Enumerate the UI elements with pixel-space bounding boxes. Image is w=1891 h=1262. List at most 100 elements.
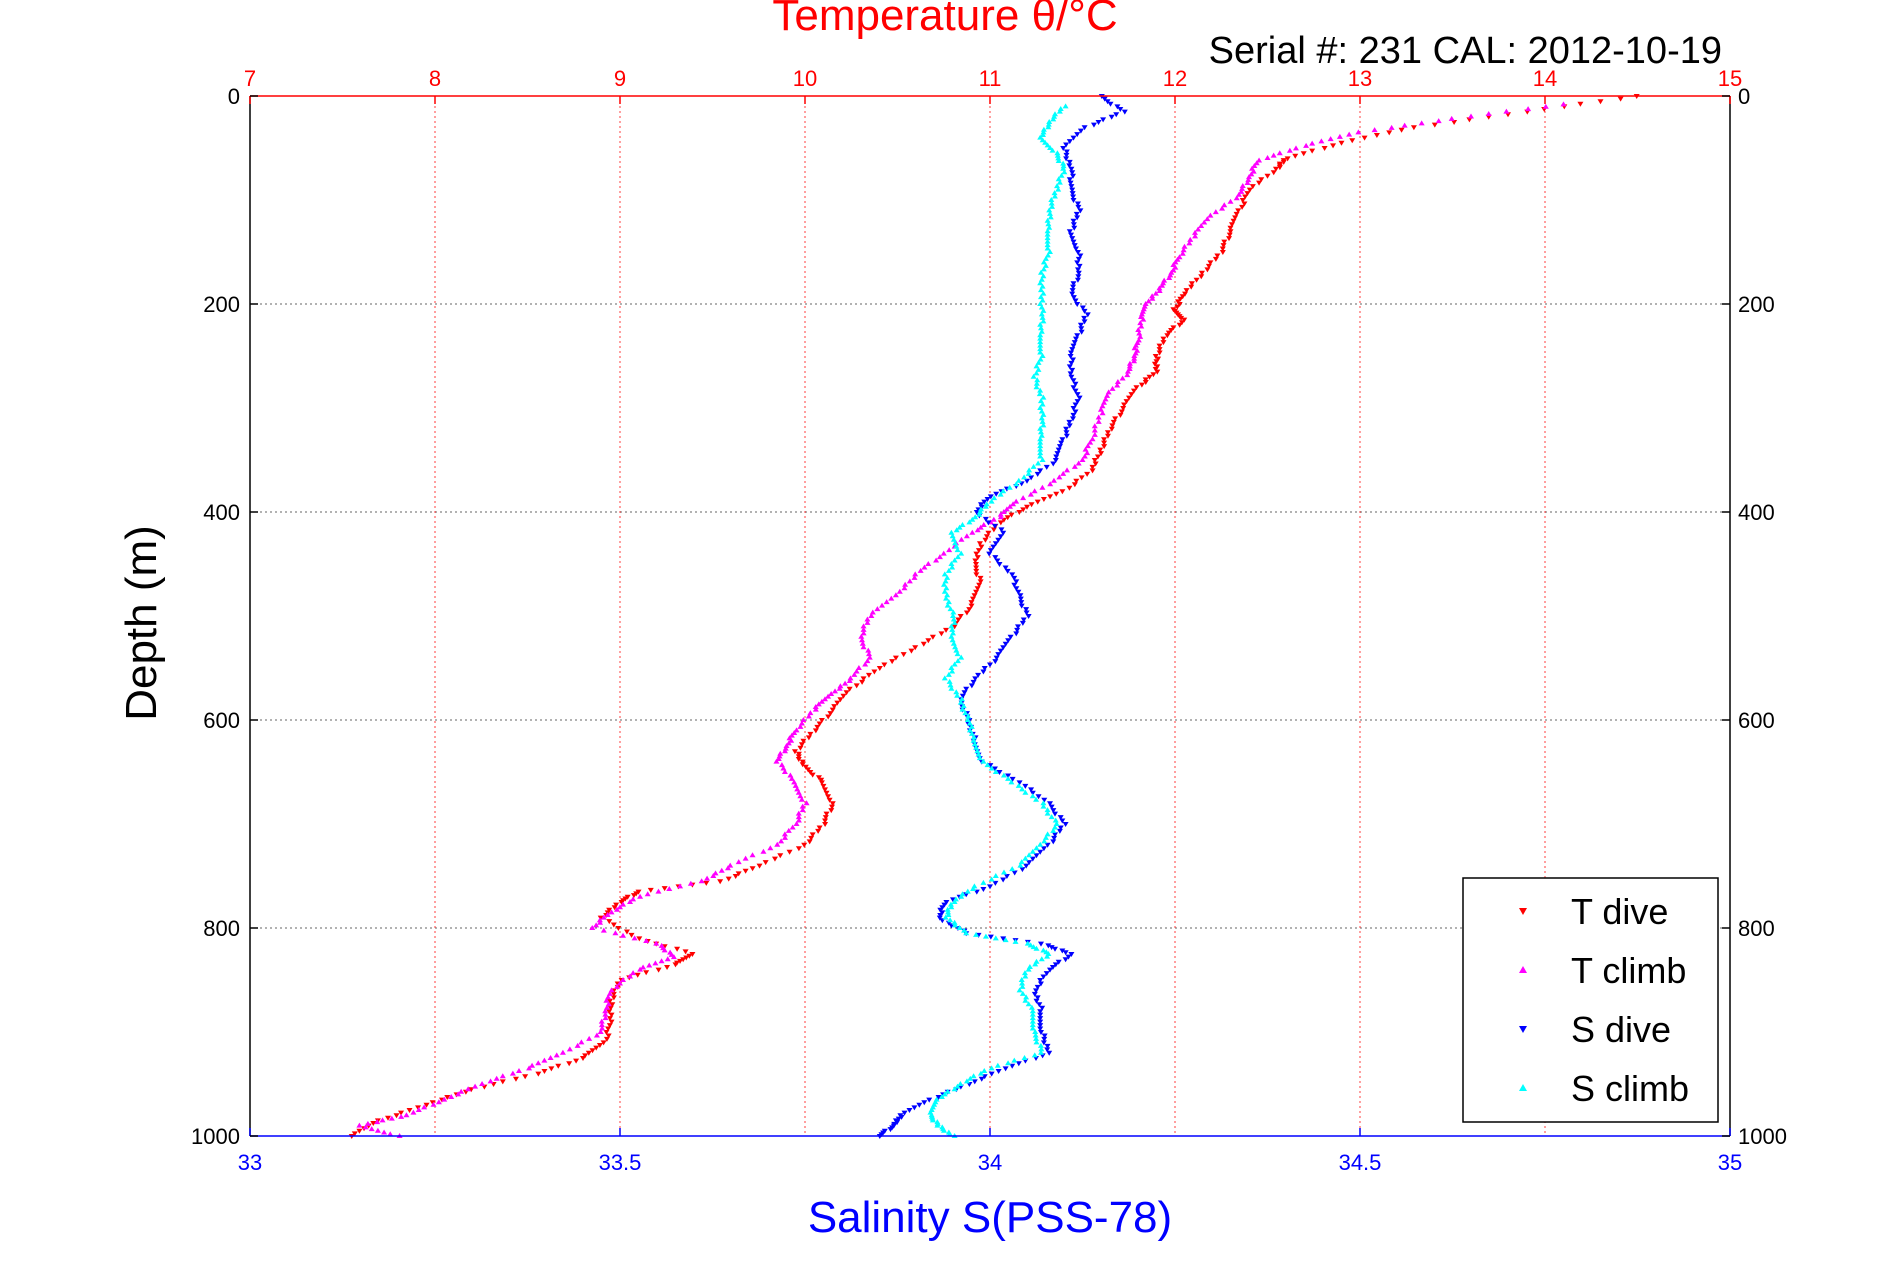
data-point <box>760 848 767 854</box>
data-point <box>1198 270 1205 276</box>
data-point <box>823 790 830 796</box>
data-point <box>991 523 998 529</box>
data-point <box>981 499 988 505</box>
data-point <box>1071 340 1078 346</box>
data-point <box>582 1053 589 1059</box>
data-point <box>1104 430 1111 436</box>
data-point <box>410 1109 417 1115</box>
data-point <box>1023 607 1030 613</box>
data-point <box>1264 155 1271 161</box>
data-point <box>615 926 622 931</box>
data-point <box>1029 1011 1036 1017</box>
data-point <box>548 1066 555 1072</box>
data-point <box>1198 223 1205 228</box>
data-point <box>951 619 958 625</box>
data-point <box>1029 1022 1036 1028</box>
data-point <box>1034 984 1041 990</box>
data-point <box>680 957 687 963</box>
data-point <box>960 703 967 709</box>
data-point <box>968 730 975 736</box>
data-point <box>1077 253 1084 259</box>
data-point <box>1075 256 1082 262</box>
data-point <box>976 511 983 517</box>
data-point <box>1074 277 1081 283</box>
data-point <box>1002 1066 1009 1072</box>
data-point <box>1026 467 1033 473</box>
data-point <box>987 548 994 554</box>
data-point <box>1108 114 1115 120</box>
data-point <box>429 1100 436 1106</box>
data-point <box>982 537 989 543</box>
data-point <box>846 686 853 692</box>
data-point <box>603 1004 610 1010</box>
data-point <box>1140 316 1147 322</box>
data-point <box>630 896 637 902</box>
data-point <box>1013 481 1020 487</box>
data-point <box>1044 238 1051 244</box>
data-point <box>493 1075 500 1081</box>
data-point <box>818 780 825 786</box>
data-point <box>879 602 886 608</box>
data-point <box>949 564 956 570</box>
data-point <box>1047 481 1054 487</box>
data-point <box>966 727 973 733</box>
data-point <box>1188 281 1195 287</box>
data-point <box>778 838 785 844</box>
data-point <box>1048 804 1055 810</box>
data-point <box>1138 314 1145 319</box>
data-point <box>647 887 654 893</box>
data-point <box>1253 160 1260 166</box>
data-point <box>962 710 969 716</box>
data-point <box>1069 191 1076 197</box>
data-point <box>1022 783 1029 789</box>
data-point <box>1044 217 1051 223</box>
data-point <box>961 690 968 696</box>
data-point <box>1040 422 1047 428</box>
data-point <box>1156 347 1163 353</box>
data-point <box>637 893 644 899</box>
data-point <box>982 933 989 939</box>
data-point <box>1029 793 1036 799</box>
data-point <box>1124 372 1131 378</box>
data-point <box>1036 391 1043 397</box>
data-point <box>996 562 1003 567</box>
data-point <box>1187 236 1194 242</box>
data-point <box>1176 302 1183 307</box>
data-point <box>1040 266 1047 272</box>
data-point <box>959 696 965 702</box>
data-point <box>1054 152 1061 158</box>
data-point <box>423 1102 430 1108</box>
data-point <box>1070 173 1076 179</box>
data-point <box>908 648 915 654</box>
data-point <box>887 1127 894 1133</box>
data-point <box>1292 145 1299 151</box>
data-point <box>1052 458 1059 463</box>
data-point <box>600 914 607 920</box>
data-point <box>1067 354 1074 359</box>
data-point <box>664 956 671 962</box>
data-point <box>1029 848 1036 854</box>
data-point <box>1131 355 1138 361</box>
data-point <box>973 931 980 937</box>
data-point <box>1048 200 1055 206</box>
data-point <box>1091 431 1098 437</box>
data-point <box>735 871 742 877</box>
data-point <box>1052 832 1058 838</box>
data-point <box>1073 478 1080 484</box>
data-point <box>860 626 867 632</box>
data-point <box>947 682 954 688</box>
data-point <box>1038 1046 1045 1052</box>
data-point <box>791 730 798 735</box>
data-point <box>630 970 637 976</box>
data-point <box>1388 124 1395 130</box>
data-point <box>1010 501 1017 507</box>
data-point <box>972 558 979 564</box>
data-point <box>1040 1040 1047 1046</box>
data-point <box>1037 981 1044 987</box>
data-point <box>1071 225 1078 231</box>
data-point <box>973 568 980 574</box>
data-point <box>952 644 959 650</box>
data-point <box>952 540 959 546</box>
data-point <box>942 914 949 920</box>
data-point <box>612 930 619 936</box>
